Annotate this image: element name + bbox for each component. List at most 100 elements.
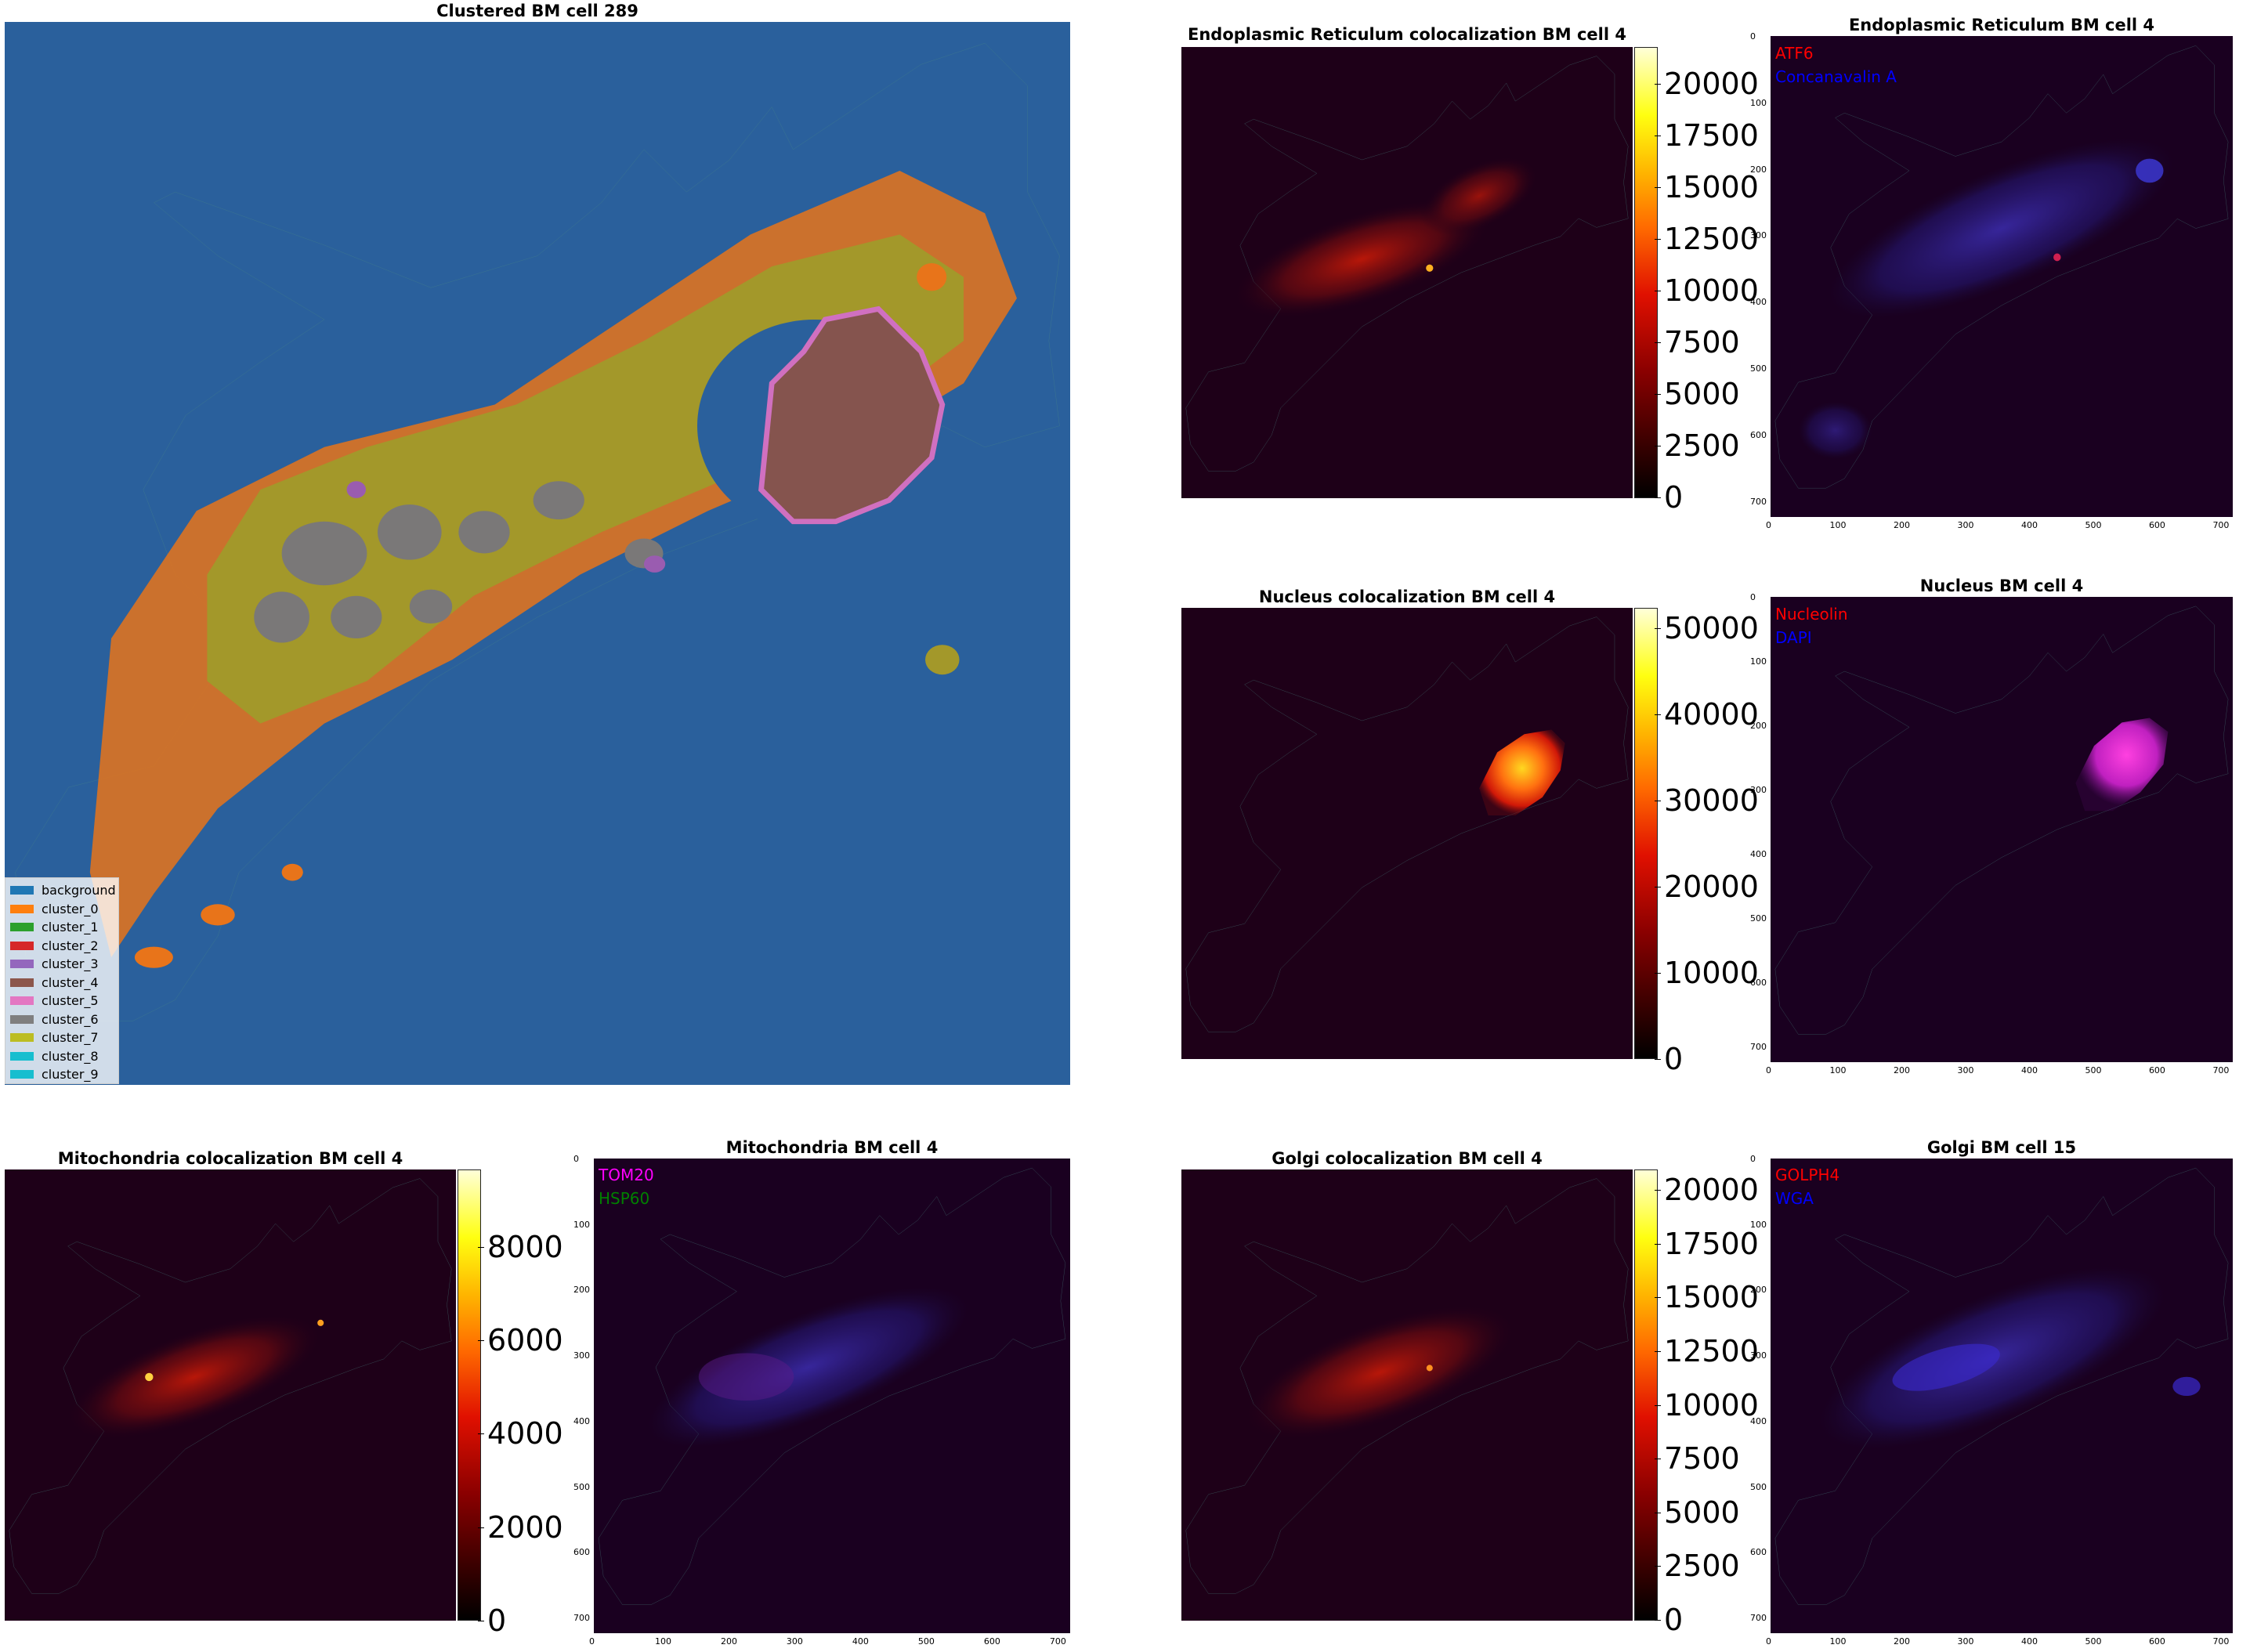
x-tick-label: 700 bbox=[1049, 1636, 1066, 1647]
x-tick-label: 200 bbox=[1893, 1636, 1910, 1647]
golgi-coloc-colorbar bbox=[1634, 1169, 1658, 1621]
colorbar-tick: 7500 bbox=[1655, 325, 1740, 360]
y-tick-label: 100 bbox=[573, 1219, 590, 1230]
y-tick-label: 700 bbox=[1750, 496, 1767, 507]
x-tick-label: 300 bbox=[786, 1636, 803, 1647]
y-tick-label: 500 bbox=[1750, 1481, 1767, 1492]
y-tick-label: 100 bbox=[1750, 656, 1767, 667]
colorbar-tick: 0 bbox=[477, 1603, 507, 1638]
x-tick-label: 100 bbox=[1829, 1636, 1847, 1647]
x-tick-label: 200 bbox=[1893, 1065, 1910, 1075]
y-tick-label: 300 bbox=[573, 1350, 590, 1361]
x-tick-label: 100 bbox=[1829, 520, 1847, 530]
x-tick-label: 300 bbox=[1957, 1636, 1974, 1647]
colorbar-tick: 30000 bbox=[1655, 783, 1759, 818]
colorbar-tick: 0 bbox=[1654, 480, 1684, 515]
x-tick-label: 500 bbox=[2085, 1636, 2102, 1647]
er-label-b: Concanavalin A bbox=[1775, 67, 1897, 86]
legend-swatch bbox=[10, 978, 34, 987]
colorbar-tick: 4000 bbox=[478, 1416, 563, 1451]
nucleus-coloc-title: Nucleus colocalization BM cell 4 bbox=[1258, 587, 1556, 606]
legend-item: background bbox=[10, 881, 116, 900]
y-tick-label: 300 bbox=[1750, 1350, 1767, 1361]
colorbar-tick: 10000 bbox=[1655, 1388, 1759, 1422]
golgi-drawing bbox=[1771, 1159, 2233, 1633]
er-coloc-image bbox=[1181, 47, 1633, 498]
legend-item: cluster_6 bbox=[10, 1010, 114, 1029]
y-tick-label: 400 bbox=[1750, 1415, 1767, 1426]
colorbar-tick: 40000 bbox=[1655, 697, 1759, 732]
golgi-coloc-image bbox=[1181, 1169, 1633, 1621]
mito-coloc-image bbox=[5, 1169, 456, 1621]
mito-coloc-title: Mitochondria colocalization BM cell 4 bbox=[57, 1149, 403, 1168]
y-tick-label: 200 bbox=[1750, 721, 1767, 732]
legend-label: cluster_9 bbox=[42, 1067, 99, 1083]
legend-item: cluster_5 bbox=[10, 992, 114, 1010]
y-tick-label: 300 bbox=[1750, 230, 1767, 241]
legend-item: cluster_4 bbox=[10, 974, 114, 992]
legend-item: cluster_7 bbox=[10, 1028, 114, 1047]
colorbar-tick: 15000 bbox=[1655, 170, 1759, 204]
mito-drawing bbox=[594, 1159, 1070, 1633]
colorbar-tick: 10000 bbox=[1655, 956, 1759, 990]
x-tick-label: 100 bbox=[1829, 1065, 1847, 1075]
mito-label-b: HSP60 bbox=[599, 1189, 650, 1208]
mito-label-a: TOM20 bbox=[599, 1166, 654, 1184]
legend-label: cluster_5 bbox=[42, 993, 99, 1009]
x-tick-label: 500 bbox=[917, 1636, 935, 1647]
x-tick-label: 400 bbox=[2020, 1065, 2038, 1075]
y-tick-label: 400 bbox=[573, 1415, 590, 1426]
legend-swatch bbox=[10, 960, 34, 969]
colorbar-tick: 50000 bbox=[1655, 611, 1759, 645]
legend-swatch bbox=[10, 941, 34, 950]
x-tick-label: 600 bbox=[2148, 520, 2165, 530]
mito-coloc-colorbar bbox=[458, 1169, 481, 1621]
clustered-cell-drawing bbox=[5, 22, 1070, 1085]
x-tick-label: 0 bbox=[1766, 1636, 1771, 1647]
er-image bbox=[1771, 36, 2233, 517]
golgi-coloc-drawing bbox=[1181, 1169, 1633, 1621]
golgi-title: Golgi BM cell 15 bbox=[1926, 1138, 2077, 1157]
colorbar-tick: 7500 bbox=[1655, 1441, 1740, 1476]
mito-coloc-drawing bbox=[5, 1169, 456, 1621]
legend-item: cluster_1 bbox=[10, 918, 114, 937]
x-tick-label: 0 bbox=[589, 1636, 595, 1647]
er-coloc-colorbar bbox=[1634, 47, 1658, 498]
legend-label: cluster_7 bbox=[42, 1030, 99, 1046]
colorbar-tick: 5000 bbox=[1655, 377, 1740, 411]
y-tick-label: 0 bbox=[1750, 31, 1756, 42]
nucleus-label-b: DAPI bbox=[1775, 628, 1812, 647]
nucleus-label-a: Nucleolin bbox=[1775, 605, 1848, 624]
legend-label: cluster_6 bbox=[42, 1011, 99, 1027]
golgi-label-a: GOLPH4 bbox=[1775, 1166, 1840, 1184]
colorbar-tick: 2500 bbox=[1655, 428, 1740, 463]
y-tick-label: 700 bbox=[1750, 1612, 1767, 1623]
nucleus-coloc-colorbar bbox=[1634, 608, 1658, 1059]
colorbar-tick: 5000 bbox=[1655, 1495, 1740, 1530]
x-tick-label: 0 bbox=[1766, 520, 1771, 530]
y-tick-label: 700 bbox=[573, 1612, 590, 1623]
x-tick-label: 500 bbox=[2085, 520, 2102, 530]
legend-swatch bbox=[10, 904, 34, 913]
colorbar-tick: 20000 bbox=[1655, 67, 1759, 101]
er-drawing bbox=[1771, 36, 2233, 517]
y-tick-label: 600 bbox=[573, 1547, 590, 1558]
colorbar-tick: 0 bbox=[1654, 1603, 1684, 1637]
x-tick-label: 700 bbox=[2212, 520, 2230, 530]
y-tick-label: 200 bbox=[573, 1285, 590, 1296]
legend-item: cluster_2 bbox=[10, 937, 114, 956]
legend-swatch bbox=[10, 996, 34, 1006]
golgi-coloc-title: Golgi colocalization BM cell 4 bbox=[1272, 1149, 1543, 1168]
colorbar-tick: 17500 bbox=[1655, 1227, 1759, 1261]
y-tick-label: 600 bbox=[1750, 429, 1767, 440]
legend-label: cluster_4 bbox=[42, 974, 99, 990]
nucleus-coloc-drawing bbox=[1181, 608, 1633, 1059]
colorbar-tick: 20000 bbox=[1655, 869, 1759, 904]
x-tick-label: 400 bbox=[2020, 1636, 2038, 1647]
x-tick-label: 500 bbox=[2085, 1065, 2102, 1075]
er-coloc-title: Endoplasmic Reticulum colocalization BM … bbox=[1188, 25, 1626, 44]
nucleus-image bbox=[1771, 597, 2233, 1062]
y-tick-label: 500 bbox=[1750, 913, 1767, 924]
legend-label: background bbox=[42, 883, 116, 898]
nucleus-title: Nucleus BM cell 4 bbox=[1919, 577, 2084, 595]
